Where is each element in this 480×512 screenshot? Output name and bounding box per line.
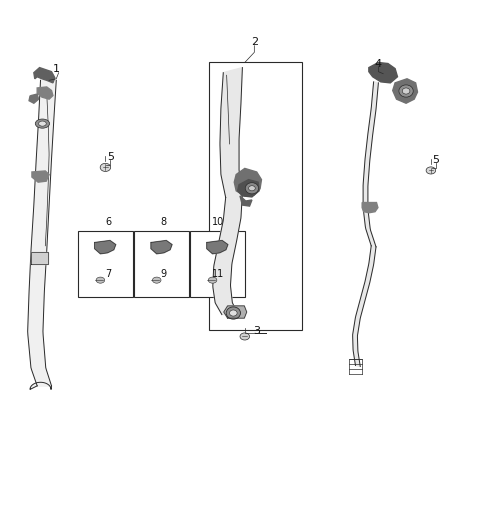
Polygon shape xyxy=(207,241,228,254)
Text: 11: 11 xyxy=(212,269,225,280)
Polygon shape xyxy=(34,68,55,83)
Polygon shape xyxy=(95,241,116,254)
Polygon shape xyxy=(353,246,376,367)
Polygon shape xyxy=(362,203,378,212)
Bar xyxy=(190,230,245,297)
Polygon shape xyxy=(220,68,242,198)
Text: 8: 8 xyxy=(161,218,167,227)
Ellipse shape xyxy=(96,277,105,283)
Ellipse shape xyxy=(245,183,259,194)
Text: 2: 2 xyxy=(251,37,258,47)
Ellipse shape xyxy=(426,167,436,174)
Text: 5: 5 xyxy=(432,155,439,165)
Polygon shape xyxy=(234,168,262,196)
Ellipse shape xyxy=(153,277,161,283)
Polygon shape xyxy=(32,171,49,182)
Text: 3: 3 xyxy=(253,326,260,336)
Ellipse shape xyxy=(208,277,217,283)
Polygon shape xyxy=(29,94,38,103)
Ellipse shape xyxy=(249,186,255,191)
Ellipse shape xyxy=(240,333,250,340)
Bar xyxy=(134,230,189,297)
Text: 9: 9 xyxy=(161,269,167,280)
Ellipse shape xyxy=(402,88,410,94)
Polygon shape xyxy=(28,80,56,386)
Polygon shape xyxy=(238,180,259,197)
Ellipse shape xyxy=(35,119,49,128)
Text: 5: 5 xyxy=(107,152,114,162)
Ellipse shape xyxy=(399,85,413,97)
Polygon shape xyxy=(369,62,397,83)
Polygon shape xyxy=(30,382,51,390)
Polygon shape xyxy=(393,79,418,103)
Polygon shape xyxy=(37,87,53,99)
Text: 1: 1 xyxy=(53,63,60,74)
Polygon shape xyxy=(213,193,242,314)
Text: 10: 10 xyxy=(212,218,225,227)
Text: 4: 4 xyxy=(375,58,382,69)
Polygon shape xyxy=(224,306,247,318)
Polygon shape xyxy=(151,241,172,254)
Ellipse shape xyxy=(229,310,237,316)
Ellipse shape xyxy=(100,163,111,172)
Ellipse shape xyxy=(38,121,46,126)
Text: 6: 6 xyxy=(105,218,111,227)
Polygon shape xyxy=(363,82,378,247)
Polygon shape xyxy=(240,196,252,206)
Text: 7: 7 xyxy=(105,269,111,280)
Bar xyxy=(78,230,132,297)
Ellipse shape xyxy=(226,307,240,319)
Bar xyxy=(209,62,302,330)
Polygon shape xyxy=(31,252,48,264)
